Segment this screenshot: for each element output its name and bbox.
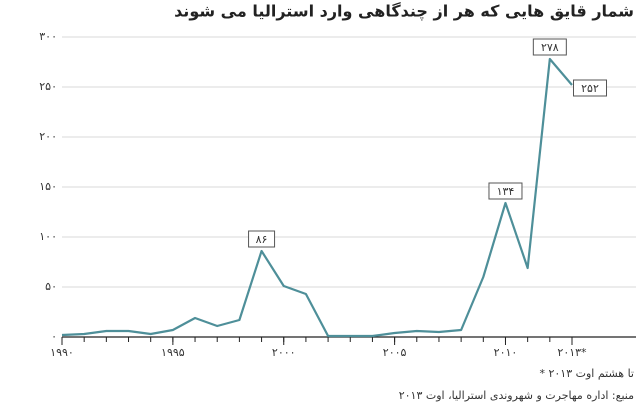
chart-title: شمار قایق هایی که هر از چندگاهی وارد است… xyxy=(174,2,634,22)
label-box xyxy=(248,230,276,248)
value-label: ۲۵۲ xyxy=(581,82,599,95)
y-tick-label: ۱۵۰ xyxy=(39,180,57,193)
label-box xyxy=(488,182,523,200)
label-box xyxy=(573,79,607,97)
source-note: منبع: اداره مهاجرت و شهروندی استرالیا، ا… xyxy=(399,389,634,402)
label-box xyxy=(532,38,567,56)
data-line xyxy=(61,57,573,338)
y-tick-label: ۵۰ xyxy=(45,280,57,293)
x-tick-label: ۲۰۰۰ xyxy=(272,346,296,359)
value-label: ۱۳۴ xyxy=(497,185,515,198)
y-tick-label: ۲۰۰ xyxy=(39,130,57,143)
y-tick-label: ۳۰۰ xyxy=(39,30,57,43)
x-tick-label: ۲۰۱۰ xyxy=(494,346,518,359)
x-tick-label: ۱۹۹۰ xyxy=(50,346,74,359)
x-tick-label: ۱۹۹۵ xyxy=(161,346,185,359)
value-label: ۲۷۸ xyxy=(541,41,559,54)
footnote: * تا هشتم اوت ۲۰۱۳ xyxy=(539,367,634,380)
value-label: ۸۶ xyxy=(256,233,268,246)
x-tick-label: ۲۰۱۳* xyxy=(557,346,587,359)
x-tick-label: ۲۰۰۵ xyxy=(383,346,407,359)
y-tick-label: ۰ xyxy=(51,330,57,343)
y-tick-label: ۱۰۰ xyxy=(39,230,57,243)
y-tick-label: ۲۵۰ xyxy=(39,80,57,93)
